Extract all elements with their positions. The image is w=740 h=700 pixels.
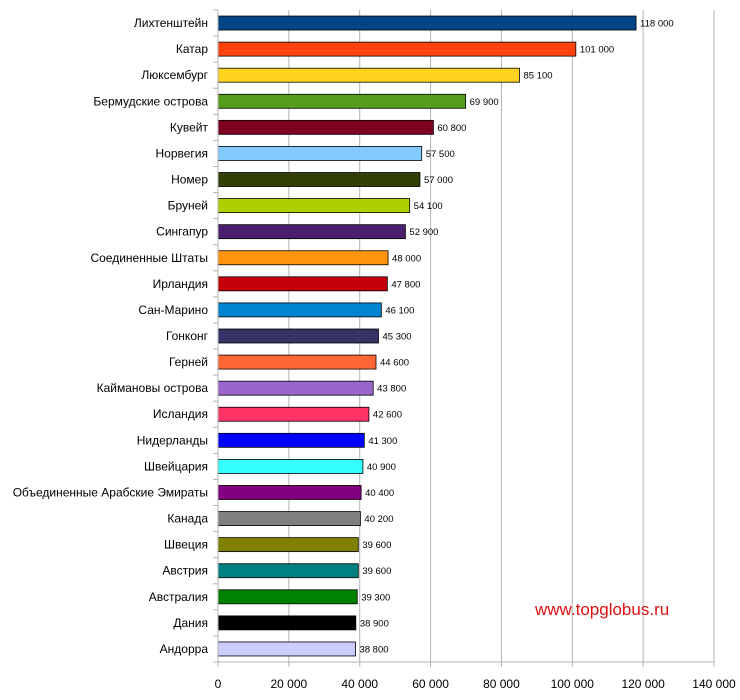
category-label: Герней <box>169 355 208 369</box>
value-label: 47 800 <box>391 279 420 290</box>
category-label: Соединенные Штаты <box>90 251 208 265</box>
category-label: Ирландия <box>153 277 208 291</box>
x-tick-label: 120 000 <box>621 677 665 691</box>
grid-lines <box>288 10 715 662</box>
tick-labels: 0 20 000 40 000 60 000 80 000 100 000 120 000 1… <box>215 677 736 691</box>
category-label: Бруней <box>168 199 208 213</box>
value-label: 40 200 <box>364 514 393 525</box>
value-label: 41 300 <box>368 436 397 447</box>
value-label: 38 900 <box>360 618 389 629</box>
category-label: Нидерланды <box>137 433 208 447</box>
category-label: Канада <box>167 512 208 526</box>
bar <box>217 563 359 579</box>
bar <box>217 432 365 448</box>
category-label: Швеция <box>164 538 208 552</box>
value-label: 38 800 <box>359 644 388 655</box>
value-label: 45 300 <box>382 332 411 343</box>
value-label: 101 000 <box>580 45 614 56</box>
bar <box>217 172 421 187</box>
category-label: Австрия <box>162 564 208 578</box>
bar <box>217 641 356 657</box>
category-label: Норвегия <box>155 146 208 160</box>
value-label: 39 600 <box>362 540 391 551</box>
bar <box>217 511 361 526</box>
value-label: 39 600 <box>362 566 391 577</box>
bar <box>217 328 379 344</box>
bar <box>217 119 434 135</box>
bar <box>217 67 520 83</box>
value-label: 57 000 <box>424 175 453 186</box>
bar <box>217 354 377 370</box>
category-label: Лихтенштейн <box>134 16 208 30</box>
category-labels: Лихтенштейн Катар Люксембург Бермудские ост… <box>13 16 209 656</box>
x-tick-label: 140 000 <box>692 677 736 691</box>
bar <box>217 93 467 109</box>
bar <box>217 250 389 266</box>
bar <box>217 485 362 500</box>
x-tick-label: 20 000 <box>271 677 308 691</box>
bar <box>217 537 359 553</box>
value-label: 46 100 <box>385 305 414 316</box>
x-tick-label: 40 000 <box>341 677 378 691</box>
bar <box>217 41 577 57</box>
value-labels: 118 000 101 000 85 100 69 900 60 800 57 500 57… <box>359 19 673 656</box>
category-label: Номер <box>171 173 208 187</box>
value-label: 44 600 <box>380 358 409 369</box>
watermark-text: www.topglobus.ru <box>535 600 670 619</box>
x-tick-label: 80 000 <box>483 677 520 691</box>
value-label: 39 300 <box>361 592 390 603</box>
value-label: 43 800 <box>377 384 406 395</box>
axes <box>213 9 715 667</box>
bars <box>217 15 637 657</box>
value-label: 40 900 <box>367 462 396 473</box>
bar <box>217 615 357 631</box>
value-label: 48 000 <box>392 253 421 264</box>
category-label: Австралия <box>149 590 208 604</box>
value-label: 118 000 <box>640 19 674 30</box>
category-label: Дания <box>173 616 208 630</box>
category-label: Люксембург <box>141 68 208 82</box>
value-label: 40 400 <box>365 488 394 499</box>
category-label: Андорра <box>160 642 209 656</box>
category-label: Каймановы острова <box>97 381 209 395</box>
category-label: Гонконг <box>166 329 209 343</box>
value-label: 85 100 <box>523 71 552 82</box>
x-tick-label: 0 <box>215 677 222 691</box>
value-label: 69 900 <box>470 97 499 108</box>
value-label: 60 800 <box>437 123 466 134</box>
bar <box>217 198 411 214</box>
bar <box>217 146 423 161</box>
x-tick-label: 60 000 <box>412 677 449 691</box>
category-label: Швейцария <box>144 459 208 473</box>
bar <box>217 380 374 396</box>
category-label: Сан-Марино <box>138 303 208 317</box>
bar <box>217 589 358 605</box>
x-tick-label: 100 000 <box>551 677 595 691</box>
category-label: Бермудские острова <box>93 94 208 108</box>
value-label: 57 500 <box>426 149 455 160</box>
bar <box>217 458 364 474</box>
category-label: Объединенные Арабские Эмираты <box>13 485 208 499</box>
bar <box>217 15 637 31</box>
value-label: 54 100 <box>414 201 443 212</box>
category-label: Кувейт <box>170 120 209 134</box>
bar <box>217 224 406 240</box>
bar <box>217 276 388 292</box>
value-label: 42 600 <box>373 410 402 421</box>
value-label: 52 900 <box>409 227 438 238</box>
bar <box>217 302 382 318</box>
category-label: Исландия <box>153 407 208 421</box>
bar <box>217 406 370 422</box>
category-label: Сингапур <box>156 225 208 239</box>
category-label: Катар <box>176 42 208 56</box>
